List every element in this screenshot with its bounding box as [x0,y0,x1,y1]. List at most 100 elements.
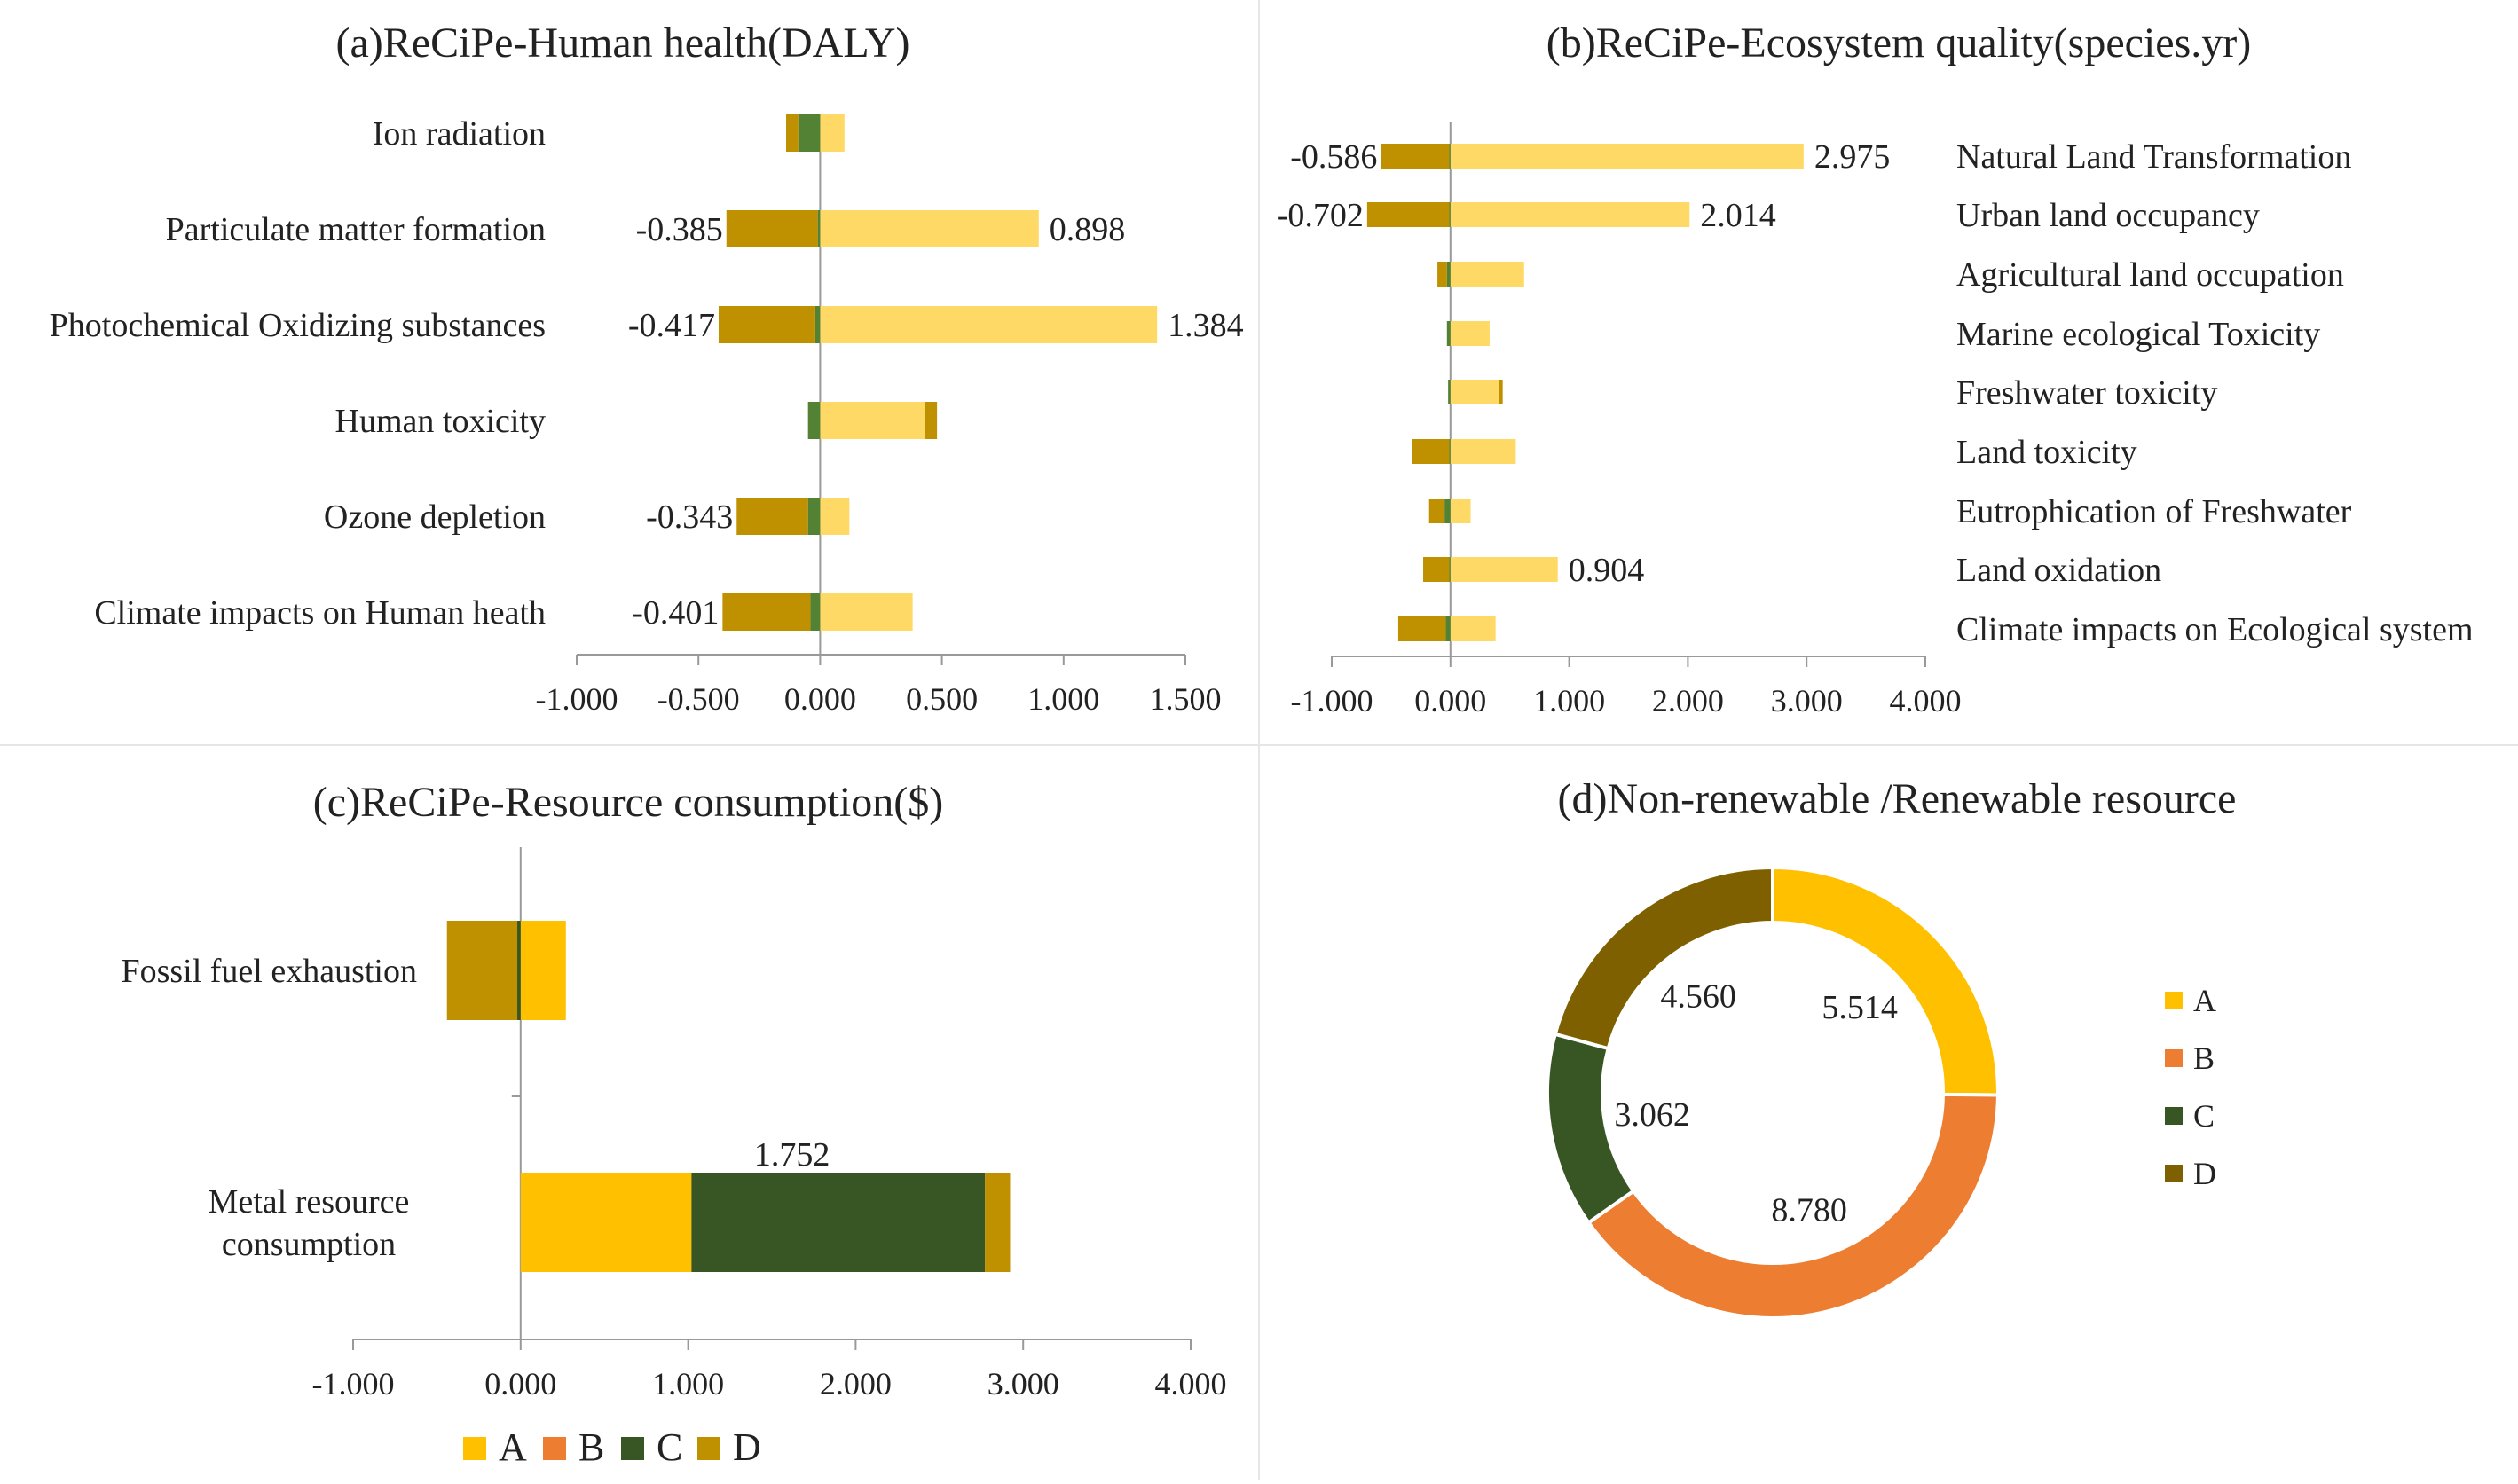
bar-eutrophication-of-freshwater-c [1444,499,1451,523]
category-label: Land toxicity [1956,434,2137,471]
bar-land-oxidation-d [1423,557,1450,582]
bar-human-toxicity-d [925,402,938,439]
legend-item-b: B [2165,1040,2215,1076]
bar-ion-radiation-a [820,114,845,152]
bar-ozone-depletion-d [736,498,808,535]
bar-ion-radiation-c [798,114,821,152]
chart-title: (d)Non-renewable /Renewable resource [1558,775,2237,822]
x-tick-label: 0.000 [484,1366,556,1402]
bar-metal-resource-consumption-a [520,1173,692,1272]
x-tick-label: -1.000 [1291,683,1373,718]
bar-ozone-depletion-c [807,498,821,535]
category-label: Ozone depletion [324,499,546,536]
legend-label: C [2193,1098,2215,1134]
category-label: Particulate matter formation [166,211,546,248]
bar-ion-radiation-d [785,114,799,152]
x-tick-label: 2.000 [820,1366,892,1402]
data-label: 0.904 [1569,552,1645,589]
x-tick-label: 4.000 [1155,1366,1227,1402]
legend-item-d: D [2165,1156,2216,1191]
panel-a-human-health: (a)ReCiPe-Human health(DALY) -1.000 -0.500… [50,20,1244,717]
bar-particulate-matter-formation-a [820,210,1039,247]
bar-particulate-matter-formation-c [817,210,821,247]
bar-land-toxicity-d [1412,439,1450,464]
bar-agricultural-land-occupation-c [1446,262,1451,287]
legend-label: B [2193,1040,2215,1076]
bar-natural-land-transformation-a [1450,144,1804,169]
legend-swatch [2165,1165,2183,1182]
category-label: Fossil fuel exhaustion [121,953,417,990]
category-label: Human toxicity [335,403,546,440]
category-label: Urban land occupancy [1956,197,2260,234]
bar-marine-ecological-toxicity-c [1446,321,1451,346]
legend-item-a: A [463,1425,527,1469]
x-tick-label: 1.000 [1027,681,1099,717]
category-label: Ion radiation [373,115,546,153]
bar-natural-land-transformation-c [1449,144,1451,169]
x-tick-label: 1.000 [1533,683,1605,718]
legend-swatch [2165,1049,2183,1067]
legend-swatch [2165,1107,2183,1125]
legend-swatch [621,1437,644,1460]
legend-item-d: D [697,1425,761,1469]
category-label: Natural Land Transformation [1956,138,2351,176]
category-label: Land oxidation [1956,552,2161,589]
bar-climate-impacts-on-ecological-system-a [1450,616,1496,641]
x-tick-label: 0.000 [1414,683,1486,718]
panel-d-renewable-resource: (d)Non-renewable /Renewable resource 5.51… [1546,775,2237,1320]
chart-title: (b)ReCiPe-Ecosystem quality(species.yr) [1546,20,2251,67]
x-tick-label: 4.000 [1890,683,1962,718]
panel-b-ecosystem-quality: (b)ReCiPe-Ecosystem quality(species.yr) -… [1277,20,2474,718]
data-label: 1.752 [754,1136,830,1174]
bar-photochemical-oxidizing-substances-d [718,306,815,343]
x-tick-label: -1.000 [536,681,618,717]
x-tick-label: -0.500 [657,681,740,717]
legend-swatch [463,1437,486,1460]
bar-climate-impacts-on-ecological-system-c [1445,616,1451,641]
bar-climate-impacts-on-human-heath-c [810,593,821,631]
bar-eutrophication-of-freshwater-a [1450,499,1471,523]
data-label: -0.343 [646,499,733,536]
legend-label: D [733,1425,761,1469]
x-tick-label: 0.000 [784,681,856,717]
legend-swatch [697,1437,720,1460]
category-label: Eutrophication of Freshwater [1956,493,2352,530]
bar-climate-impacts-on-ecological-system-d [1397,616,1446,641]
bar-particulate-matter-formation-d [726,210,818,247]
bar-freshwater-toxicity-d [1499,380,1503,404]
x-tick-label: 1.500 [1150,681,1222,717]
category-label: Climate impacts on Human heath [94,594,546,632]
bar-land-toxicity-c [1449,439,1451,464]
legend-item-b: B [543,1425,604,1469]
data-label: 0.898 [1050,211,1126,248]
x-tick-label: 2.000 [1652,683,1724,718]
legend-item-a: A [2165,983,2216,1018]
donut-label-c: 3.062 [1614,1096,1690,1134]
legend-label: C [657,1425,682,1469]
bar-climate-impacts-on-human-heath-a [820,593,913,631]
data-label: -0.586 [1290,138,1377,176]
category-label: Marine ecological Toxicity [1956,316,2320,353]
x-tick-label: 0.500 [906,681,978,717]
bar-climate-impacts-on-human-heath-d [722,593,811,631]
data-label: 1.384 [1168,307,1244,344]
chart-title: (a)ReCiPe-Human health(DALY) [336,20,910,67]
bar-urban-land-occupancy-a [1450,202,1690,227]
bar-freshwater-toxicity-c [1448,380,1451,404]
legend-item-c: C [621,1425,682,1469]
bar-fossil-fuel-exhaustion-a [520,921,566,1020]
bar-marine-ecological-toxicity-a [1450,321,1490,346]
chart-title: (c)ReCiPe-Resource consumption($) [313,779,943,826]
donut-label-d: 4.560 [1660,978,1736,1015]
legend-item-c: C [2165,1098,2215,1134]
x-tick-label: 3.000 [988,1366,1059,1402]
data-label: -0.702 [1277,197,1364,234]
bar-eutrophication-of-freshwater-d [1428,499,1445,523]
category-label: Agricultural land occupation [1956,256,2344,294]
donut-label-a: 5.514 [1822,989,1898,1026]
bar-freshwater-toxicity-a [1450,380,1499,404]
